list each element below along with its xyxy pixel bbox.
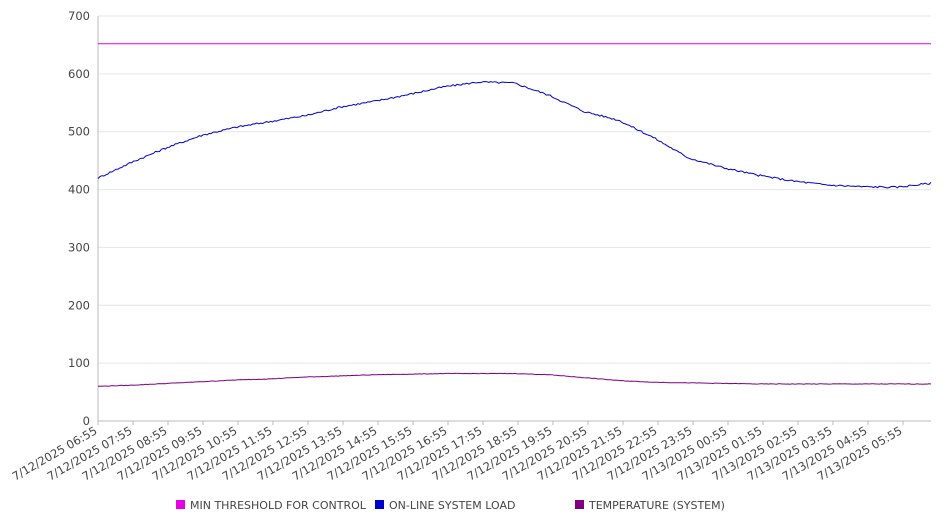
- y-tick-label: 300: [68, 240, 90, 254]
- y-tick-label: 500: [68, 125, 90, 139]
- legend-label: ON-LINE SYSTEM LOAD: [389, 499, 515, 512]
- legend: MIN THRESHOLD FOR CONTROL ON-LINE SYSTEM …: [176, 499, 725, 512]
- y-axis-ticks: 0 100 200 300 400 500 600 700: [68, 9, 90, 428]
- series-line: [97, 81, 932, 189]
- gridlines: [98, 15, 931, 364]
- y-tick-label: 200: [68, 298, 90, 312]
- series-lines: [97, 43, 932, 387]
- y-tick-label: 700: [68, 9, 90, 23]
- legend-swatch: [375, 500, 384, 509]
- y-tick-label: 100: [68, 356, 90, 370]
- axes: [97, 16, 931, 425]
- y-tick-label: 600: [68, 67, 90, 81]
- y-tick-label: 0: [83, 414, 90, 428]
- legend-swatch: [176, 500, 185, 509]
- x-axis-ticks: 7/12/2025 06:557/12/2025 07:557/12/2025 …: [10, 423, 905, 483]
- legend-label: MIN THRESHOLD FOR CONTROL: [190, 499, 367, 512]
- y-tick-label: 400: [68, 183, 90, 197]
- legend-label: TEMPERATURE (SYSTEM): [588, 499, 725, 512]
- series-line: [97, 372, 932, 387]
- legend-swatch: [575, 500, 584, 509]
